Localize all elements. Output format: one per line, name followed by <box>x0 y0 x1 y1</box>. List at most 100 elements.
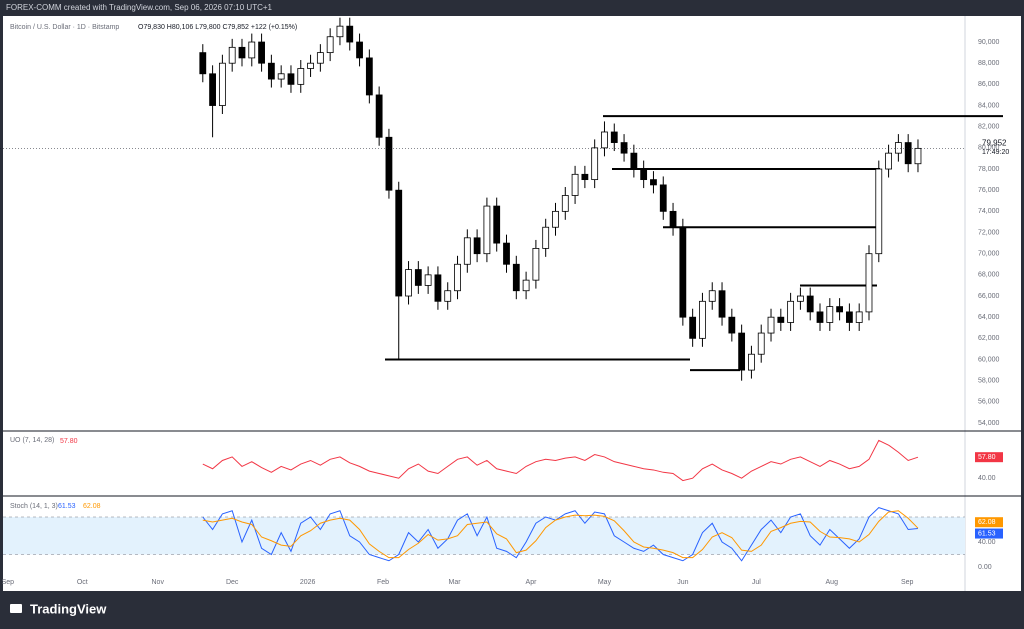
candle-body <box>248 41 256 59</box>
candle-body <box>708 290 716 302</box>
header-text: FOREX-COMM created with TradingView.com,… <box>6 3 273 12</box>
x-tick-label: Apr <box>526 579 538 586</box>
x-tick-label: Feb <box>377 579 389 586</box>
candle-body <box>581 173 589 181</box>
candle-body <box>738 332 746 371</box>
chart-area <box>3 16 1021 591</box>
candle-body <box>395 189 403 297</box>
candle-body <box>444 290 452 302</box>
y-tick-label: 88,000 <box>978 60 1000 67</box>
y-tick-label: 84,000 <box>978 102 1000 109</box>
x-tick-label: Nov <box>152 579 165 586</box>
candle-body <box>650 179 657 186</box>
y-tick-label: 40.00 <box>978 539 996 546</box>
candle-body <box>904 142 912 165</box>
x-tick-label: Dec <box>226 579 239 586</box>
y-tick-label: 66,000 <box>978 293 1000 300</box>
candle-body <box>258 41 265 64</box>
candle-body <box>542 226 550 249</box>
candle-body <box>434 274 442 302</box>
candle-body <box>512 263 520 292</box>
countdown: 17:49:20 <box>982 149 1009 156</box>
y-tick-label: 70,000 <box>978 251 1000 258</box>
legend-value: 62.08 <box>83 503 101 510</box>
indicator-line <box>202 507 919 562</box>
candle-body <box>718 290 726 318</box>
candle-body <box>748 353 755 371</box>
candle-body <box>552 210 559 228</box>
brand-logo <box>10 604 22 613</box>
y-tick-label: 86,000 <box>978 81 1000 88</box>
candle-body <box>483 205 491 255</box>
candle-body <box>894 142 902 154</box>
x-tick-label: Sep <box>901 579 914 586</box>
candle-body <box>826 306 834 323</box>
candle-body <box>424 274 432 286</box>
candle-body <box>914 147 922 165</box>
y-tick-label: 78,000 <box>978 166 1000 173</box>
candle-body <box>503 242 510 265</box>
candle-body <box>855 311 863 323</box>
candle-body <box>463 237 471 265</box>
candle-body <box>757 332 765 355</box>
y-tick-label: 68,000 <box>978 272 1000 279</box>
symbol-title: Bitcoin / U.S. Dollar · 1D · Bitstamp <box>10 24 119 31</box>
y-tick-label: 74,000 <box>978 208 1000 215</box>
candle-body <box>699 300 706 339</box>
y-tick-label: 82,000 <box>978 124 1000 131</box>
candle-body <box>689 316 697 339</box>
x-tick-label: May <box>598 579 612 586</box>
ohlc-legend: O79,830 H80,106 L79,800 C79,852 +122 (+0… <box>138 24 297 31</box>
candle-body <box>375 94 383 138</box>
candle-body <box>356 41 363 59</box>
candle-body <box>277 73 285 80</box>
candle-body <box>307 62 314 69</box>
x-tick-label: Aug <box>826 579 839 586</box>
x-tick-label: Mar <box>449 579 462 586</box>
x-tick-label: Jun <box>677 579 688 586</box>
y-tick-label: 80,000 <box>978 145 1000 152</box>
candle-body <box>728 316 736 334</box>
candle-body <box>385 136 393 191</box>
candle-body <box>405 269 412 297</box>
y-tick-label: 62,000 <box>978 335 1000 342</box>
last-price-label: 79,952 <box>982 138 1007 147</box>
value-tag <box>975 528 1003 539</box>
candle-body <box>875 168 883 255</box>
y-tick-label: 64,000 <box>978 314 1000 321</box>
candle-body <box>659 184 667 212</box>
candle-body <box>522 279 530 292</box>
candle-body <box>669 210 677 228</box>
value-tag <box>975 452 1003 463</box>
candle-body <box>287 73 295 85</box>
y-tick-label: 90,000 <box>978 39 1000 46</box>
x-tick-label: 2026 <box>300 579 316 586</box>
candle-body <box>238 46 246 59</box>
candle-body <box>218 62 226 106</box>
candle-body <box>532 247 540 281</box>
candle-body <box>865 253 873 313</box>
legend-value: 61.53 <box>58 503 76 510</box>
candle-body <box>885 152 892 170</box>
candle-body <box>620 142 628 154</box>
value-tag-label: 62.08 <box>978 519 996 526</box>
candle-body <box>845 311 853 323</box>
candle-body <box>199 52 207 75</box>
candle-body <box>326 36 334 54</box>
value-tag-label: 57.80 <box>978 454 996 461</box>
candle-body <box>267 62 275 80</box>
uo-title: UO (7, 14, 28) <box>10 437 54 444</box>
x-tick-label: Oct <box>77 579 88 586</box>
indicator-line <box>202 439 919 482</box>
y-tick-label: 60,000 <box>978 356 1000 363</box>
candle-body <box>454 263 461 292</box>
candle-body <box>493 205 501 244</box>
candle-body <box>346 25 354 43</box>
y-tick-label: 56,000 <box>978 399 1000 406</box>
candle-body <box>640 168 648 181</box>
legend-value: 57.80 <box>60 438 78 445</box>
candle-body <box>316 52 324 64</box>
stoch-title: Stoch (14, 1, 3) <box>10 503 58 510</box>
indicator-line <box>202 510 919 559</box>
candle-body <box>767 316 775 334</box>
